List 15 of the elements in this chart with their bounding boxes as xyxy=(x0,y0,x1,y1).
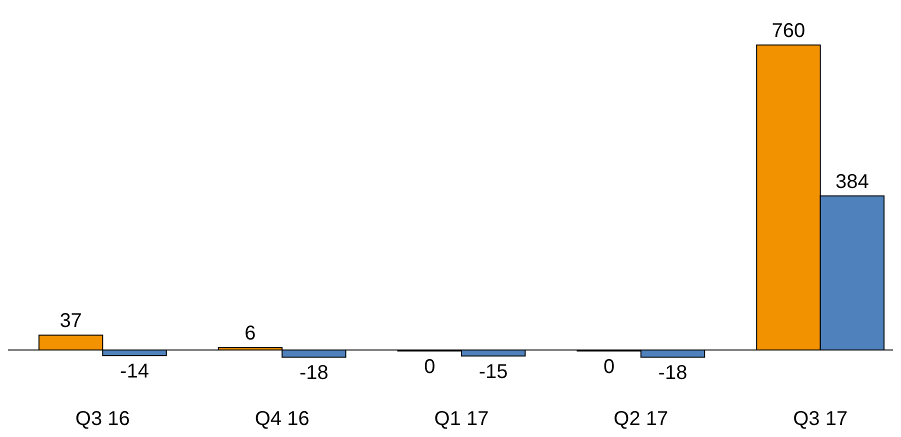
data-label: 384 xyxy=(835,170,869,193)
x-tick-label: Q3 17 xyxy=(793,408,848,430)
data-label: -18 xyxy=(658,362,688,384)
x-tick-label: Q4 16 xyxy=(254,408,310,430)
data-label: -15 xyxy=(478,361,508,384)
x-tick-label: Q3 16 xyxy=(75,408,130,430)
data-label: 6 xyxy=(244,322,256,345)
x-tick-label: Q1 17 xyxy=(434,408,489,430)
data-label: 37 xyxy=(60,310,82,332)
data-label: -14 xyxy=(120,360,149,383)
data-label: 0 xyxy=(604,356,615,378)
data-label: 760 xyxy=(772,20,806,42)
data-label: 0 xyxy=(424,356,436,378)
x-tick-label: Q2 17 xyxy=(614,408,668,430)
data-label: -18 xyxy=(299,362,328,384)
